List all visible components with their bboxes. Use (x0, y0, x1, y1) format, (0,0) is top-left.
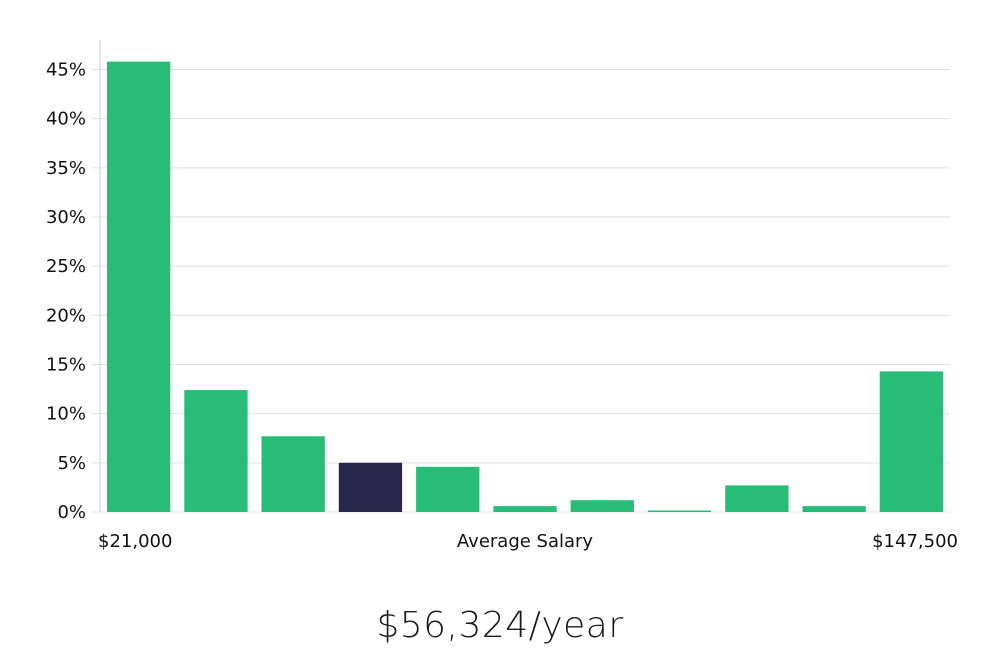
salary-histogram-chart: 0% 5% 10% 15% 20% 25% 30% 35% 40% 45% $21,000 Ave… (46, 40, 958, 552)
y-tick-label: 35% (46, 158, 86, 179)
bar (725, 485, 789, 512)
bar-average-salary (338, 462, 403, 512)
y-tick-label: 30% (46, 207, 86, 228)
bars (107, 61, 943, 512)
y-axis-tick-labels: 0% 5% 10% 15% 20% 25% 30% 35% 40% 45% (46, 60, 86, 524)
x-axis-min-label: $21,000 (98, 531, 172, 552)
bar (184, 390, 248, 512)
x-axis-max-label: $147,500 (872, 531, 958, 552)
bar (261, 436, 325, 512)
bar (570, 500, 634, 512)
bar (647, 510, 712, 512)
y-tick-label: 20% (46, 305, 86, 326)
bar (416, 466, 480, 512)
average-salary-value: $56,324/year (376, 605, 624, 646)
x-axis-center-label: Average Salary (457, 531, 594, 552)
y-tick-label: 5% (57, 453, 86, 474)
y-tick-label: 40% (46, 109, 86, 130)
y-tick-label: 15% (46, 355, 86, 376)
y-tick-label: 25% (46, 256, 86, 277)
bar (879, 371, 943, 512)
y-tick-label: 10% (46, 404, 86, 425)
bar (802, 506, 866, 512)
bar (107, 61, 171, 512)
bar (493, 506, 557, 512)
y-tick-label: 45% (46, 60, 86, 81)
y-tick-label: 0% (57, 502, 86, 523)
